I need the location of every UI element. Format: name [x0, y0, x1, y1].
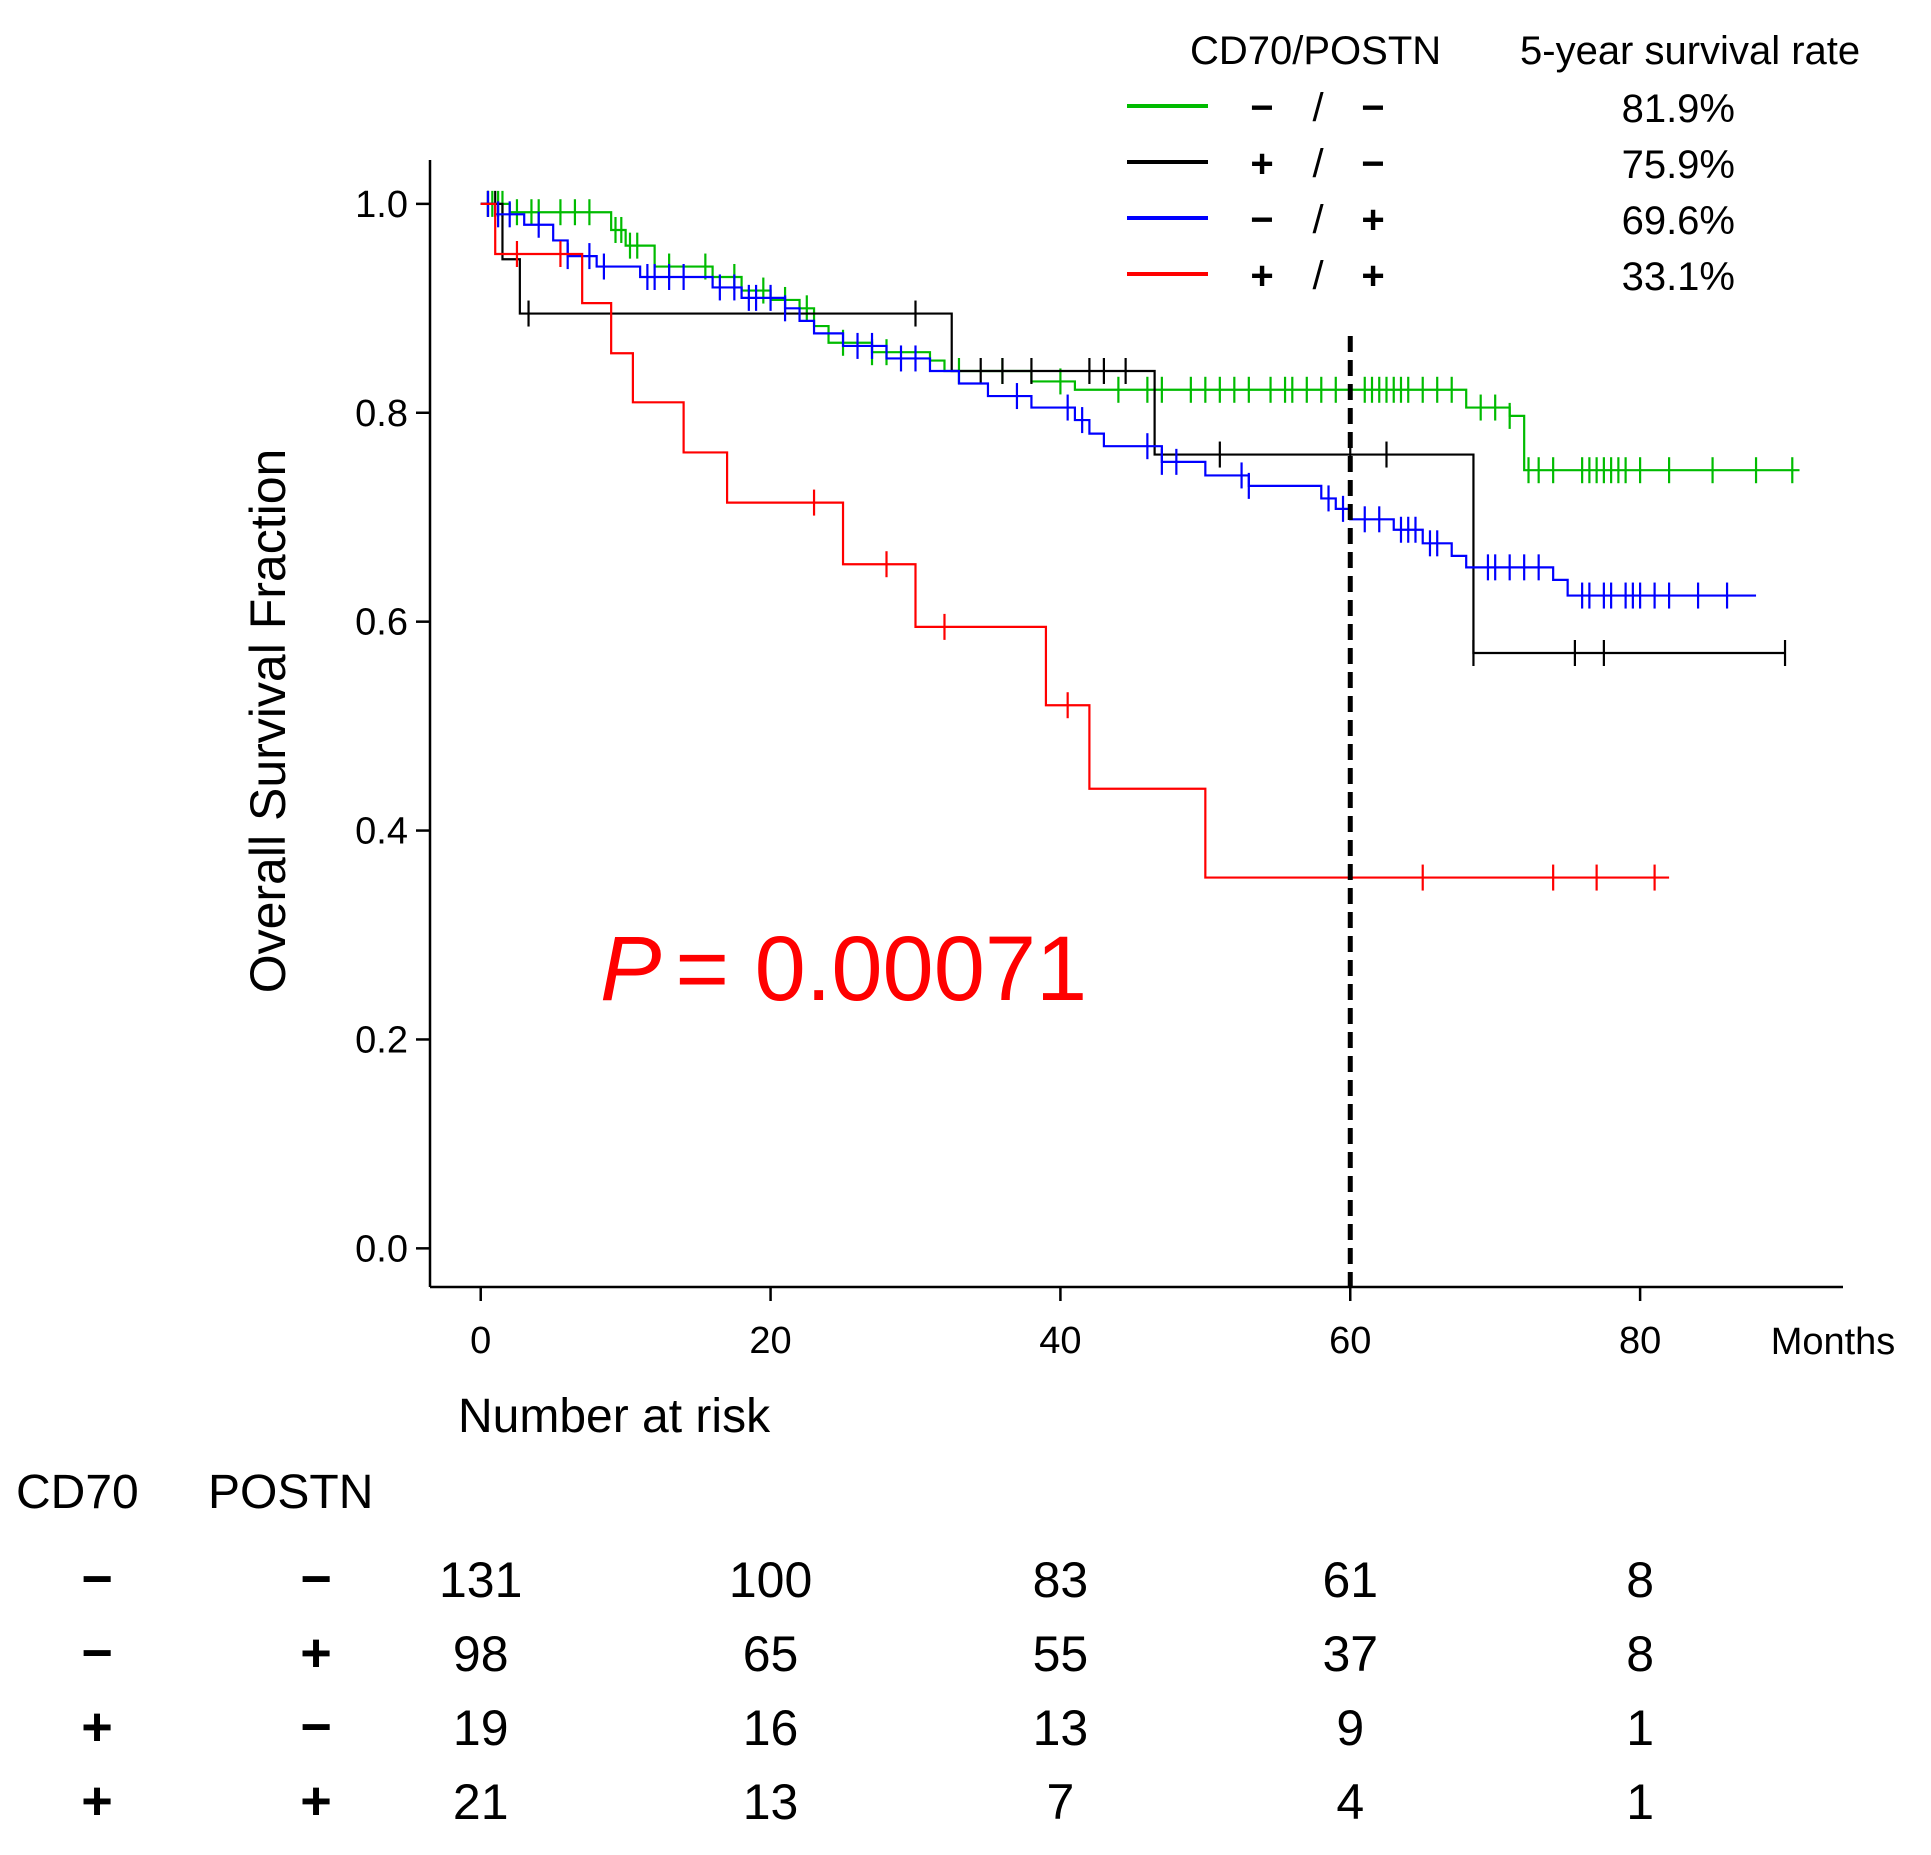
risk-count: 8: [1626, 1626, 1654, 1682]
legend: CD70/POSTN 5-year survival rate − / −81.9%…: [1127, 29, 1860, 299]
x-tick-label: 40: [1039, 1320, 1081, 1362]
risk-cd70-sign: −: [81, 1549, 113, 1609]
risk-table-title: Number at risk: [458, 1390, 771, 1443]
x-axis-ticks: 0 20 40 60 80: [470, 1287, 1661, 1362]
x-tick-label: 0: [470, 1320, 491, 1362]
risk-count: 131: [439, 1552, 522, 1608]
legend-cd70-sign: +: [1250, 254, 1273, 298]
risk-count: 1: [1626, 1700, 1654, 1756]
y-axis-title: Overall Survival Fraction: [240, 449, 296, 994]
legend-header-group: CD70/POSTN: [1190, 29, 1441, 73]
series-0: [480, 190, 1800, 484]
y-tick-label: 0.0: [355, 1228, 408, 1270]
risk-row: − − 131 100 83 61 8: [81, 1549, 1654, 1609]
legend-postn-sign: +: [1361, 198, 1384, 242]
x-tick-label: 20: [749, 1320, 791, 1362]
legend-postn-sign: −: [1361, 86, 1384, 130]
survival-curve-line: [480, 202, 1757, 597]
risk-row: + +21 13 7 4 1: [81, 1771, 1654, 1831]
risk-postn-sign: −: [300, 1697, 332, 1757]
p-value-annotation: P = 0.00071: [600, 918, 1087, 1020]
legend-rate: 81.9%: [1622, 87, 1735, 131]
legend-entry: + / − 75.9%: [1127, 142, 1735, 187]
risk-postn-sign: +: [300, 1771, 332, 1831]
y-tick-label: 0.2: [355, 1019, 408, 1061]
legend-rate: 75.9%: [1622, 143, 1735, 187]
legend-cd70-sign: −: [1250, 86, 1273, 130]
risk-count: 13: [1033, 1700, 1089, 1756]
risk-count: 37: [1322, 1626, 1378, 1682]
legend-entry: − / − 81.9%: [1127, 86, 1735, 131]
legend-slash: /: [1312, 198, 1324, 242]
legend-rate: 69.6%: [1622, 199, 1735, 243]
legend-cd70-sign: −: [1250, 198, 1273, 242]
legend-rate: 33.1%: [1622, 255, 1735, 299]
risk-count: 9: [1336, 1700, 1364, 1756]
risk-table-rows: − −131 100 83 61 8− +98 65 55 37 8+ −19 16 13 9 1+ +21 13…: [81, 1549, 1654, 1831]
risk-row: − +98 65 55 37 8: [81, 1623, 1654, 1683]
risk-count: 98: [453, 1626, 509, 1682]
risk-count: 1: [1626, 1774, 1654, 1830]
y-tick-label: 1.0: [355, 184, 408, 226]
risk-count: 100: [729, 1552, 812, 1608]
risk-col-cd70: CD70: [16, 1466, 139, 1519]
risk-cd70-sign: +: [81, 1697, 113, 1757]
legend-postn-sign: −: [1361, 142, 1384, 186]
y-tick-label: 0.8: [355, 393, 408, 435]
risk-count: 19: [453, 1700, 509, 1756]
risk-count: 21: [453, 1774, 509, 1830]
risk-count: 4: [1336, 1774, 1364, 1830]
x-tick-label: 80: [1619, 1320, 1661, 1362]
legend-entries: − / −81.9%+ / −75.9%− / +69.6%+ / +33.1%: [1127, 86, 1735, 299]
risk-count: 7: [1047, 1774, 1075, 1830]
survival-curves: [480, 190, 1800, 891]
series-3: [480, 202, 1670, 891]
legend-entry: − / +69.6%: [1127, 198, 1735, 243]
legend-postn-sign: +: [1361, 254, 1384, 298]
number-at-risk-table: Number at risk CD70 POSTN − −131 100 83 61 8−…: [16, 1390, 1654, 1831]
survival-curve-line: [480, 202, 1800, 472]
legend-slash: /: [1312, 254, 1324, 298]
risk-count: 61: [1322, 1552, 1378, 1608]
risk-cd70-sign: +: [81, 1771, 113, 1831]
x-axis-title: Months: [1771, 1321, 1896, 1363]
survival-curve-line: [480, 202, 1786, 655]
legend-header-rate: 5-year survival rate: [1520, 29, 1860, 73]
risk-col-postn: POSTN: [208, 1466, 373, 1519]
risk-count: 83: [1033, 1552, 1089, 1608]
series-2: [480, 190, 1757, 609]
legend-cd70-sign: +: [1250, 142, 1273, 186]
risk-postn-sign: +: [300, 1623, 332, 1683]
y-tick-label: 0.6: [355, 602, 408, 644]
x-tick-label: 60: [1329, 1320, 1371, 1362]
series-1: [480, 190, 1787, 666]
risk-cd70-sign: −: [81, 1623, 113, 1683]
risk-count: 16: [743, 1700, 799, 1756]
legend-entry: + / +33.1%: [1127, 254, 1735, 299]
legend-slash: /: [1312, 142, 1324, 186]
risk-postn-sign: −: [300, 1549, 332, 1609]
p-value-text: = 0.00071: [675, 918, 1087, 1020]
risk-count: 55: [1033, 1626, 1089, 1682]
risk-count: 13: [743, 1774, 799, 1830]
legend-slash: /: [1312, 86, 1324, 130]
risk-count: 65: [743, 1626, 799, 1682]
y-tick-label: 0.4: [355, 811, 408, 853]
p-value-symbol: P: [600, 918, 661, 1020]
risk-row: + − 19 16 13 9 1: [81, 1697, 1654, 1757]
risk-count: 8: [1626, 1552, 1654, 1608]
survival-curve-line: [480, 202, 1670, 879]
y-axis-ticks: 0.0 0.2 0.4 0.6 0.8 1.0: [355, 184, 430, 1270]
